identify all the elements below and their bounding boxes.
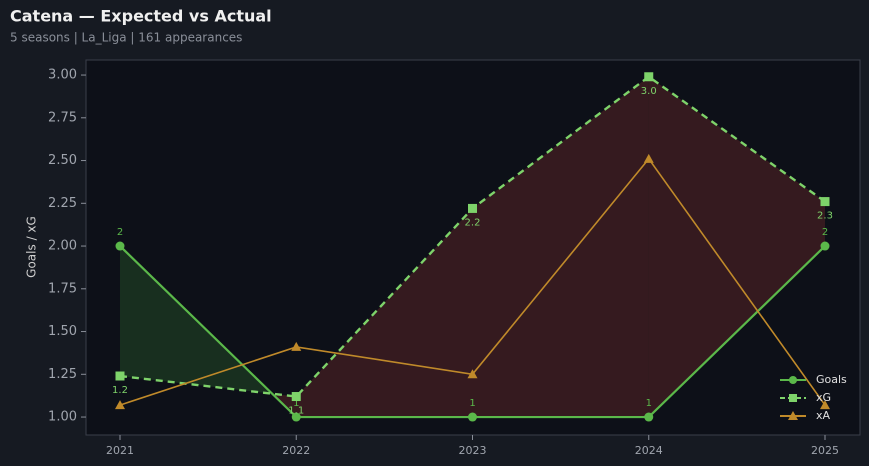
x-tick-label: 2024 <box>635 444 663 457</box>
value-label: 1.1 <box>288 406 304 417</box>
marker <box>115 371 125 381</box>
marker <box>644 412 654 422</box>
y-tick-label: 1.75 <box>48 281 77 296</box>
legend-marker <box>788 411 798 420</box>
y-tick-label: 1.00 <box>48 410 77 425</box>
x-tick-label: 2025 <box>811 444 839 457</box>
marker <box>820 400 830 410</box>
y-tick-label: 2.25 <box>48 196 77 211</box>
legend-marker <box>789 394 797 402</box>
chart-subtitle: 5 seasons | La_Liga | 161 appearances <box>10 31 242 45</box>
legend-label: xA <box>816 409 831 422</box>
chart-title: Catena — Expected vs Actual <box>10 7 272 26</box>
legend-label: xG <box>816 391 831 404</box>
marker <box>291 392 301 402</box>
y-tick-label: 2.50 <box>48 153 77 168</box>
y-tick-label: 1.50 <box>48 324 77 339</box>
y-tick-label: 2.75 <box>48 110 77 125</box>
y-tick-label: 3.00 <box>48 68 77 83</box>
y-tick-label: 2.00 <box>48 239 77 254</box>
x-tick-label: 2022 <box>282 444 310 457</box>
marker <box>643 153 654 163</box>
x-tick-label: 2021 <box>106 444 134 457</box>
y-tick-label: 1.25 <box>48 367 77 382</box>
value-label: 2.3 <box>817 211 833 222</box>
marker <box>467 369 478 379</box>
x-tick-label: 2023 <box>459 444 487 457</box>
marker <box>820 241 830 251</box>
y-axis-label: Goals / xG <box>25 216 39 278</box>
marker <box>468 203 477 213</box>
value-label: 1.2 <box>112 385 128 396</box>
marker <box>644 72 654 82</box>
marker <box>291 341 302 351</box>
value-label: 3.0 <box>641 86 657 97</box>
legend-label: Goals <box>816 373 847 386</box>
value-label: 1 <box>646 398 652 409</box>
value-label: 2 <box>822 227 828 238</box>
gap-fill <box>296 208 473 418</box>
value-label: 2 <box>117 227 123 238</box>
value-label: 1 <box>293 398 299 409</box>
marker <box>291 412 301 422</box>
value-label: 2.2 <box>465 217 481 228</box>
marker <box>820 197 830 207</box>
marker <box>468 412 477 422</box>
gap-fill <box>648 76 825 418</box>
gap-fill <box>472 76 649 418</box>
value-label: 1 <box>469 398 475 409</box>
marker <box>115 400 125 410</box>
legend-marker <box>789 376 797 384</box>
marker <box>115 241 125 251</box>
